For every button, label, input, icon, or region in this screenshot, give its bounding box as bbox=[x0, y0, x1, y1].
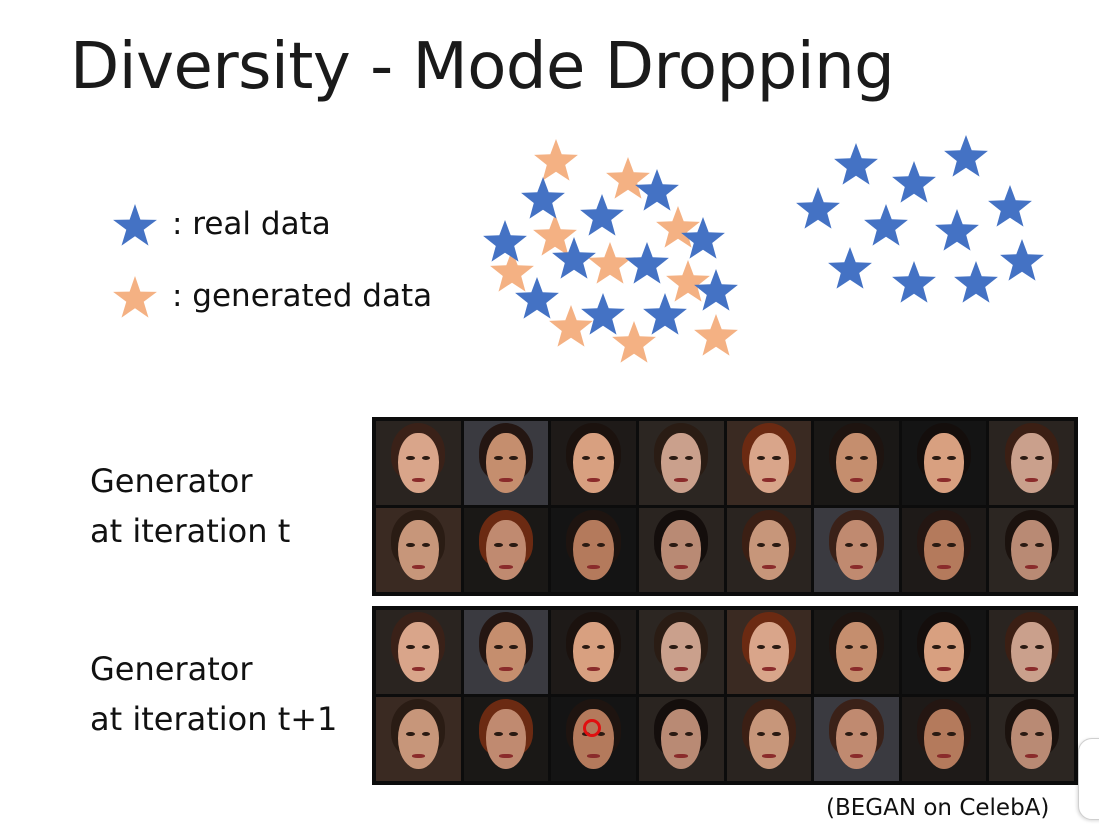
face-image bbox=[989, 697, 1074, 781]
real-star-icon bbox=[681, 217, 725, 259]
face-image bbox=[638, 610, 724, 694]
real-star-icon bbox=[935, 209, 979, 251]
face-image bbox=[814, 697, 899, 781]
face-image bbox=[989, 508, 1074, 592]
face-image bbox=[463, 610, 549, 694]
face-image bbox=[551, 610, 636, 694]
face-image bbox=[638, 697, 724, 781]
face-image bbox=[726, 610, 812, 694]
source-caption: (BEGAN on CelebA) bbox=[826, 795, 1050, 821]
face-image bbox=[463, 508, 549, 592]
pointer-marker bbox=[583, 719, 601, 737]
face-image bbox=[814, 610, 899, 694]
face-image bbox=[376, 697, 461, 781]
face-image bbox=[551, 697, 636, 781]
face-image bbox=[376, 421, 461, 505]
real-star-icon bbox=[635, 169, 679, 211]
real-star-cluster bbox=[796, 135, 1044, 303]
face-image bbox=[901, 508, 987, 592]
face-image bbox=[551, 421, 636, 505]
slide-title: Diversity - Mode Dropping bbox=[70, 30, 895, 104]
mixed-star-cluster bbox=[483, 139, 738, 363]
face-image bbox=[463, 697, 549, 781]
real-star-icon bbox=[694, 269, 738, 311]
generated-star-icon bbox=[656, 206, 700, 248]
face-image bbox=[814, 421, 899, 505]
generated-star-icon bbox=[490, 250, 534, 292]
real-star-icon bbox=[1000, 239, 1044, 281]
generator-t-label: Generator at iteration t bbox=[90, 462, 291, 550]
generated-star-icon bbox=[588, 242, 632, 284]
real-star-icon bbox=[796, 187, 840, 229]
real-star-icon bbox=[954, 261, 998, 303]
generated-star-icon bbox=[666, 260, 710, 302]
face-image bbox=[989, 610, 1074, 694]
legend-label-generated: : generated data bbox=[172, 278, 433, 314]
generated-star-icon bbox=[549, 305, 593, 347]
real-star-icon bbox=[521, 177, 565, 219]
face-image bbox=[726, 421, 812, 505]
generated-star-icon bbox=[534, 139, 578, 181]
face-image bbox=[376, 610, 461, 694]
real-star-icon bbox=[643, 293, 687, 335]
real-star-icon bbox=[892, 261, 936, 303]
side-panel-tab[interactable] bbox=[1078, 738, 1099, 820]
star-icon bbox=[113, 204, 157, 246]
real-star-icon bbox=[834, 143, 878, 185]
face-image bbox=[989, 421, 1074, 505]
star-icon bbox=[113, 276, 157, 318]
face-image bbox=[726, 697, 812, 781]
face-grid-iteration-t1 bbox=[372, 606, 1078, 785]
real-star-icon bbox=[580, 194, 624, 236]
face-image bbox=[551, 508, 636, 592]
face-image bbox=[463, 421, 549, 505]
generated-star-icon bbox=[606, 157, 650, 199]
face-image bbox=[638, 421, 724, 505]
real-star-icon bbox=[483, 220, 527, 262]
real-star-icon bbox=[944, 135, 988, 177]
face-image bbox=[638, 508, 724, 592]
real-star-icon bbox=[892, 161, 936, 203]
face-image bbox=[726, 508, 812, 592]
generated-star-icon bbox=[533, 214, 577, 256]
real-star-icon bbox=[828, 247, 872, 289]
face-image bbox=[901, 697, 987, 781]
real-star-icon bbox=[988, 185, 1032, 227]
real-star-icon bbox=[515, 277, 559, 319]
generator-t1-label: Generator at iteration t+1 bbox=[90, 650, 338, 738]
face-image bbox=[814, 508, 899, 592]
real-star-icon bbox=[625, 242, 669, 284]
real-star-icon bbox=[864, 204, 908, 246]
face-image bbox=[376, 508, 461, 592]
face-grid-iteration-t bbox=[372, 417, 1078, 596]
face-image bbox=[901, 610, 987, 694]
real-star-icon bbox=[552, 237, 596, 279]
legend-label-real: : real data bbox=[172, 206, 331, 242]
generated-star-icon bbox=[612, 321, 656, 363]
real-star-icon bbox=[581, 293, 625, 335]
generated-star-icon bbox=[694, 314, 738, 356]
face-image bbox=[901, 421, 987, 505]
